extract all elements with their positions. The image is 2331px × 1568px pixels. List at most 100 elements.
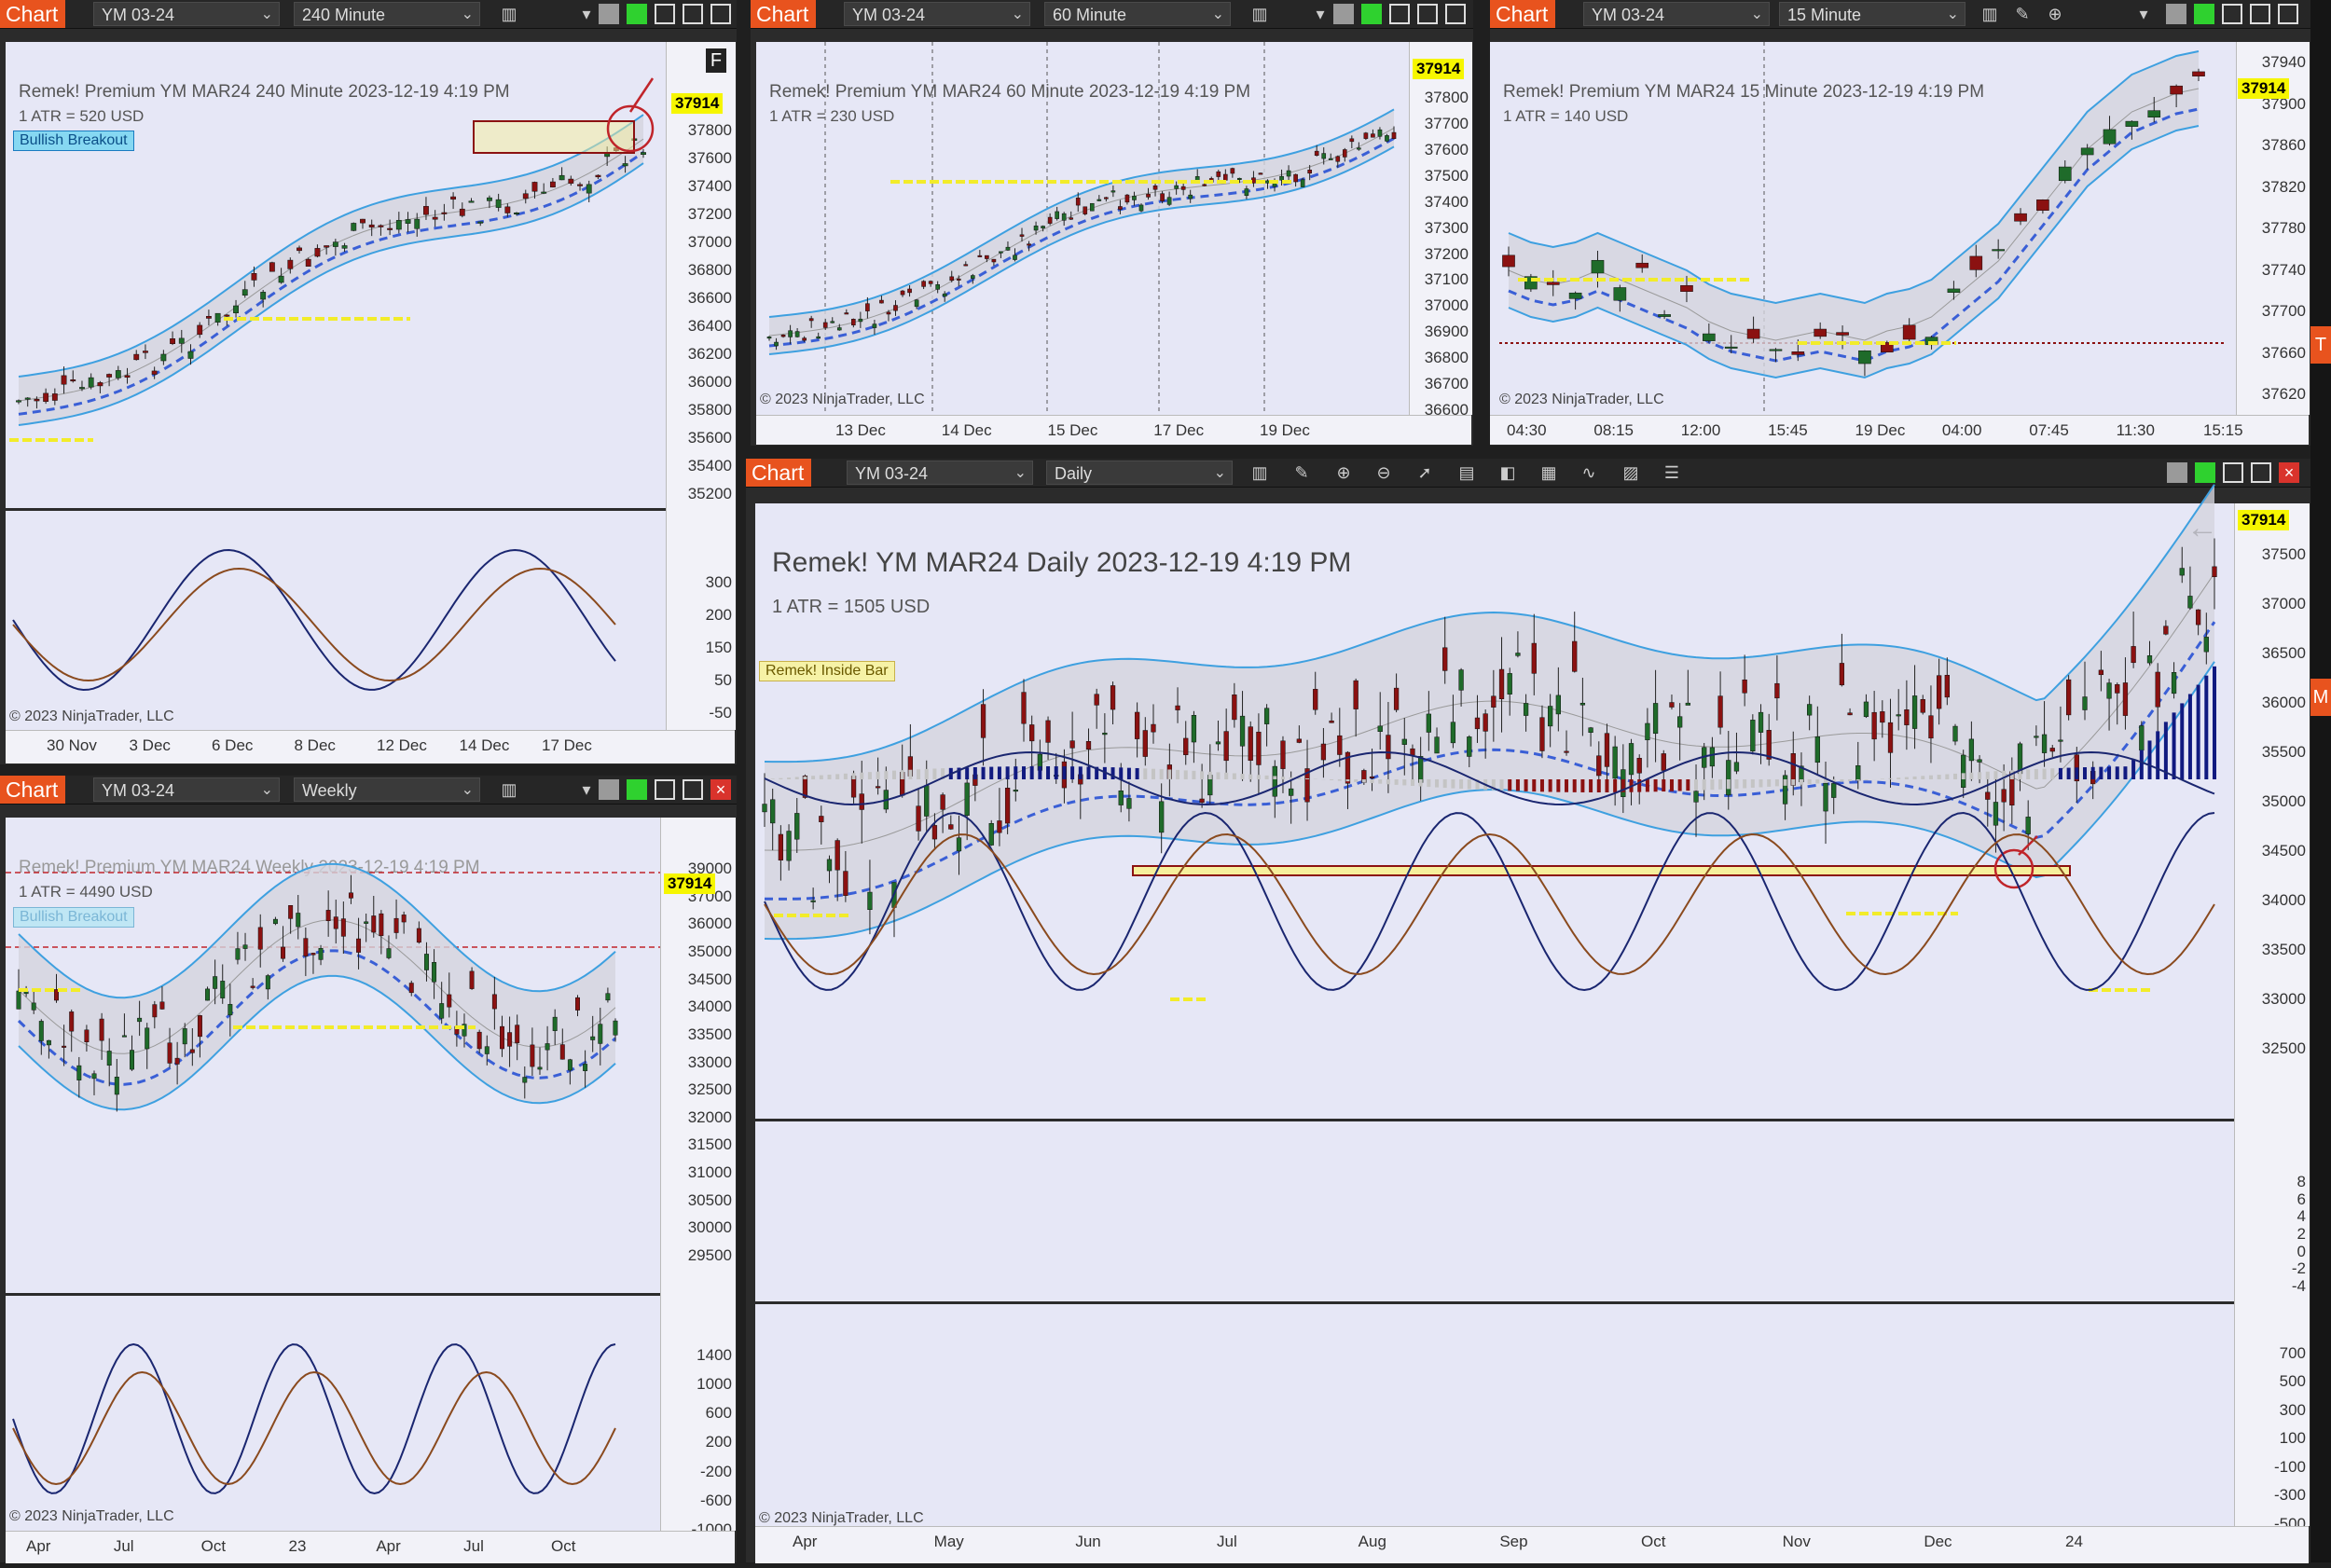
price-tick-label: 37100 — [1425, 270, 1469, 289]
instrument-selector[interactable]: YM 03-24⌄ — [847, 461, 1033, 485]
pointer-icon[interactable]: ➚ — [1414, 462, 1435, 483]
price-tick-label: 33000 — [688, 1053, 732, 1072]
time-tick-label: Apr — [376, 1537, 400, 1556]
maximize-button[interactable] — [683, 4, 703, 24]
data-box-icon[interactable]: ▤ — [1456, 462, 1477, 483]
instrument-selector[interactable]: YM 03-24⌄ — [1583, 2, 1770, 26]
zoom-in-icon[interactable]: ⊕ — [1333, 462, 1354, 483]
bar-style-icon[interactable]: ▥ — [1249, 4, 1270, 24]
close-button[interactable]: × — [710, 779, 731, 800]
oscillator-panel[interactable] — [755, 1304, 2234, 1526]
draw-pencil-icon[interactable]: ✎ — [2012, 4, 2033, 24]
time-tick-label: 14 Dec — [460, 736, 510, 755]
maximize-button[interactable] — [2250, 4, 2270, 24]
side-tab-t[interactable]: T — [2310, 326, 2331, 364]
time-tick-label: 24 — [2065, 1533, 2083, 1551]
gray-button[interactable] — [1333, 4, 1354, 24]
chart-menu-button[interactable]: Chart — [0, 776, 65, 804]
strategies-icon[interactable]: ▨ — [1621, 462, 1641, 483]
interval-selector[interactable]: 15 Minute⌄ — [1779, 2, 1965, 26]
chart-trader-icon[interactable]: ◧ — [1497, 462, 1518, 483]
price-tick-label: 36600 — [688, 289, 732, 308]
time-tick-label: 3 Dec — [130, 736, 171, 755]
close-button[interactable]: × — [2279, 462, 2299, 483]
maximize-button[interactable] — [1417, 4, 1438, 24]
zoom-in-icon[interactable]: ⊕ — [2045, 4, 2065, 24]
oscillator-panel[interactable] — [6, 511, 666, 730]
bar-style-icon[interactable]: ▥ — [1249, 462, 1270, 483]
link-button[interactable] — [1361, 4, 1382, 24]
time-tick-label: Oct — [201, 1537, 226, 1556]
minimize-button[interactable] — [2223, 462, 2243, 483]
chart-menu-button[interactable]: Chart — [751, 0, 816, 28]
minimize-button[interactable] — [655, 4, 675, 24]
chevron-down-icon: ⌄ — [1214, 461, 1226, 486]
link-button[interactable] — [627, 4, 647, 24]
minimize-button[interactable] — [655, 779, 675, 800]
templates-icon[interactable]: ☰ — [1662, 462, 1682, 483]
price-panel[interactable] — [755, 503, 2234, 1119]
price-tick-label: 37000 — [1425, 296, 1469, 315]
time-tick-label: Jun — [1075, 1533, 1100, 1551]
chevron-down-icon[interactable]: ▾ — [1310, 4, 1331, 24]
close-button[interactable] — [2278, 4, 2298, 24]
instrument-selector[interactable]: YM 03-24⌄ — [844, 2, 1030, 26]
price-tick-label: 37500 — [1425, 167, 1469, 186]
price-tick-label: 37600 — [688, 149, 732, 168]
price-tick-label: 36700 — [1425, 375, 1469, 393]
close-button[interactable] — [710, 4, 731, 24]
chevron-down-icon[interactable]: ▾ — [2133, 4, 2154, 24]
link-button[interactable] — [627, 779, 647, 800]
gray-button[interactable] — [2166, 4, 2186, 24]
instrument-selector[interactable]: YM 03-24⌄ — [93, 2, 280, 26]
close-button[interactable] — [1445, 4, 1466, 24]
maximize-button[interactable] — [683, 779, 703, 800]
price-tick-label: 37000 — [688, 233, 732, 252]
histogram-tick-label: 8 — [2297, 1173, 2306, 1191]
chevron-down-icon[interactable]: ▾ — [576, 4, 597, 24]
chart-menu-button[interactable]: Chart — [746, 459, 811, 487]
time-tick-label: 6 Dec — [212, 736, 253, 755]
price-tick-label: 37200 — [688, 205, 732, 224]
chart-menu-button[interactable]: Chart — [0, 0, 65, 28]
bar-style-icon[interactable]: ▥ — [1979, 4, 2000, 24]
side-tab-m[interactable]: M — [2310, 679, 2331, 716]
instrument-selector[interactable]: YM 03-24⌄ — [93, 777, 280, 802]
minimize-button[interactable] — [1389, 4, 1410, 24]
interval-selector[interactable]: 60 Minute⌄ — [1044, 2, 1231, 26]
zoom-out-icon[interactable]: ⊖ — [1373, 462, 1394, 483]
chevron-down-icon[interactable]: ▾ — [576, 779, 597, 800]
minimize-button[interactable] — [2222, 4, 2242, 24]
time-tick-label: 12:00 — [1681, 421, 1721, 440]
interval-selector[interactable]: 240 Minute⌄ — [294, 2, 480, 26]
chart-menu-button[interactable]: Chart — [1490, 0, 1555, 28]
back-arrow-icon[interactable]: ← — [2186, 510, 2218, 546]
link-button[interactable] — [2195, 462, 2215, 483]
flag-button[interactable]: F — [706, 48, 726, 73]
histogram-panel[interactable] — [755, 1121, 2234, 1301]
bar-style-icon[interactable]: ▥ — [499, 779, 519, 800]
maximize-button[interactable] — [2251, 462, 2271, 483]
gray-button[interactable] — [599, 4, 619, 24]
oscillator-panel[interactable] — [6, 1296, 660, 1531]
indicators-icon[interactable]: ∿ — [1579, 462, 1599, 483]
chevron-down-icon: ⌄ — [1012, 3, 1024, 27]
interval-selector[interactable]: Weekly⌄ — [294, 777, 480, 802]
bar-style-icon[interactable]: ▥ — [499, 4, 519, 24]
draw-pencil-icon[interactable]: ✎ — [1291, 462, 1312, 483]
link-button[interactable] — [2194, 4, 2214, 24]
gray-button[interactable] — [599, 779, 619, 800]
interval-selector[interactable]: Daily⌄ — [1046, 461, 1233, 485]
price-tick-label: 36900 — [1425, 323, 1469, 341]
properties-icon[interactable]: ▦ — [1538, 462, 1559, 483]
gray-button[interactable] — [2167, 462, 2187, 483]
